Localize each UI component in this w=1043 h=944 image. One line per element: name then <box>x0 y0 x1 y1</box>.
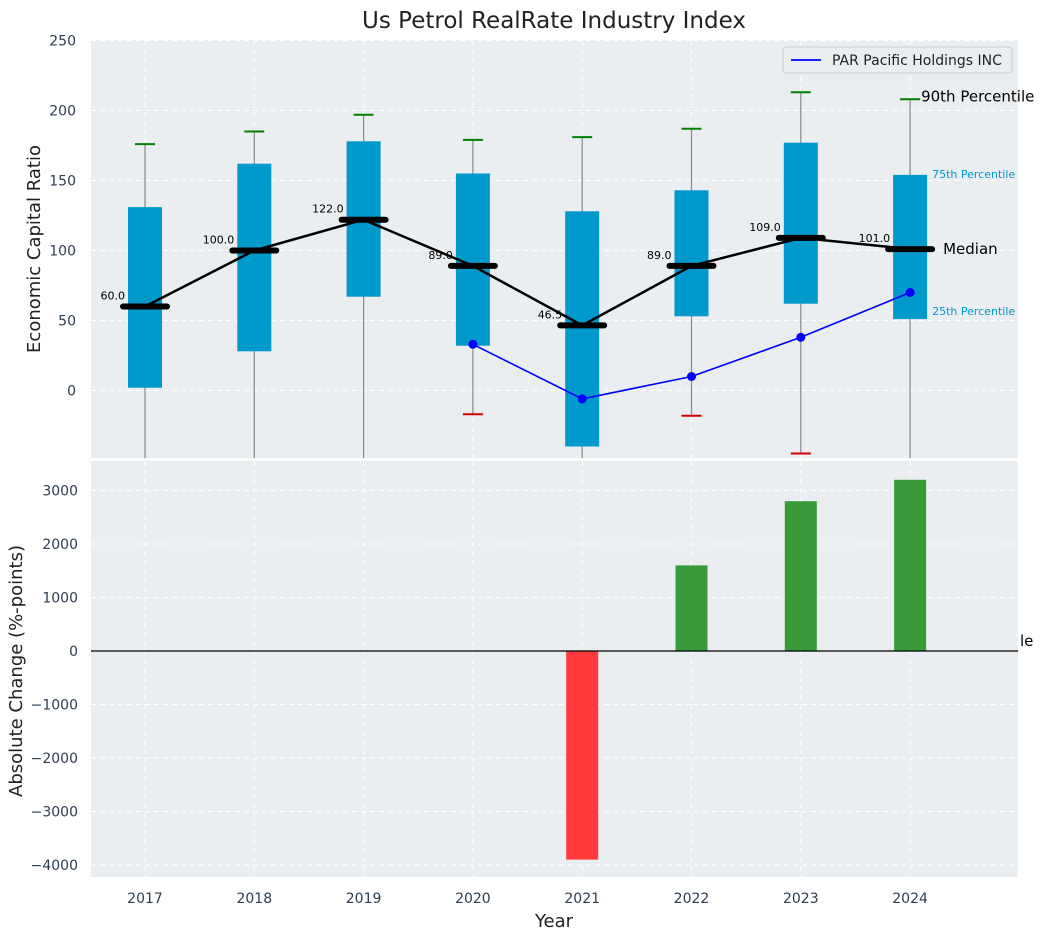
bottom-y-tick-label: 1000 <box>42 591 78 607</box>
median-value-label: 109.0 <box>749 221 781 234</box>
chart-title: Us Petrol RealRate Industry Index <box>362 8 746 34</box>
x-axis-label: Year <box>534 911 574 932</box>
median-value-label: 89.0 <box>428 249 453 262</box>
change-bar <box>566 651 599 860</box>
x-tick-label: 2024 <box>892 891 928 907</box>
median-value-label: 122.0 <box>312 203 344 216</box>
bottom-y-tick-label: −4000 <box>31 858 78 874</box>
median-trend-line <box>144 218 911 327</box>
top-y-tick-label: 50 <box>58 314 76 330</box>
company-point <box>687 372 696 381</box>
iqr-box <box>565 211 600 447</box>
x-tick-label: 2022 <box>674 891 710 907</box>
legend: PAR Pacific Holdings INC <box>782 46 1013 74</box>
bottom-y-tick-label: 2000 <box>42 537 78 553</box>
bottom-panel: −4000 −3000 −2000 −1000 0 1000 2000 3000 le 2017 2… <box>6 461 1033 932</box>
bottom-y-tick-label: −3000 <box>31 805 78 821</box>
legend-label: PAR Pacific Holdings INC <box>832 53 1002 69</box>
top-panel: Us Petrol RealRate Industry Index 0 50 100 1… <box>24 8 1034 458</box>
median-value-label: 60.0 <box>101 290 126 303</box>
change-bar <box>894 479 927 651</box>
median-value-label: 100.0 <box>203 234 235 247</box>
company-point <box>577 394 587 404</box>
iqr-box <box>674 190 709 317</box>
x-tick-label: 2018 <box>236 891 272 907</box>
top-y-tick-label: 200 <box>49 104 76 120</box>
company-point <box>905 288 915 297</box>
top-y-tick-label: 150 <box>49 174 76 190</box>
x-tick-label: 2021 <box>564 891 600 907</box>
bottom-y-tick-label: −2000 <box>31 751 78 767</box>
bottom-plot-area <box>91 461 1018 877</box>
bottom-y-axis-label: Absolute Change (%-points) <box>6 545 27 797</box>
top-y-axis-label: Economic Capital Ratio <box>24 145 45 353</box>
median-value-label: 101.0 <box>859 232 891 245</box>
change-bar <box>675 565 708 651</box>
company-point <box>468 339 478 349</box>
top-plot-marks <box>120 91 936 458</box>
bottom-y-tick-label: 3000 <box>42 484 78 500</box>
median-value-label: 46.5 <box>538 308 563 321</box>
clipped-annotation: le <box>1020 632 1033 650</box>
top-y-tick-label: 0 <box>67 384 76 400</box>
x-tick-label: 2023 <box>783 891 819 907</box>
annotation-p75: 75th Percentile <box>932 168 1015 181</box>
iqr-box <box>783 142 818 304</box>
bottom-y-tick-label: −1000 <box>31 698 78 714</box>
x-tick-label: 2020 <box>455 891 491 907</box>
company-point <box>796 332 806 342</box>
iqr-box <box>455 173 490 346</box>
iqr-box <box>128 207 162 388</box>
median-value-label: 89.0 <box>647 249 672 262</box>
top-y-tick-label: 100 <box>49 244 76 260</box>
legend-box <box>782 46 1013 74</box>
bottom-y-tick-label: 0 <box>69 644 78 660</box>
x-tick-label: 2019 <box>346 891 382 907</box>
annotation-p90: 90th Percentile <box>921 87 1034 105</box>
annotation-p25: 25th Percentile <box>932 305 1015 318</box>
annotation-median: Median <box>943 240 998 258</box>
x-tick-label: 2017 <box>127 891 163 907</box>
top-y-tick-label: 250 <box>49 34 76 50</box>
change-bar <box>784 501 817 651</box>
